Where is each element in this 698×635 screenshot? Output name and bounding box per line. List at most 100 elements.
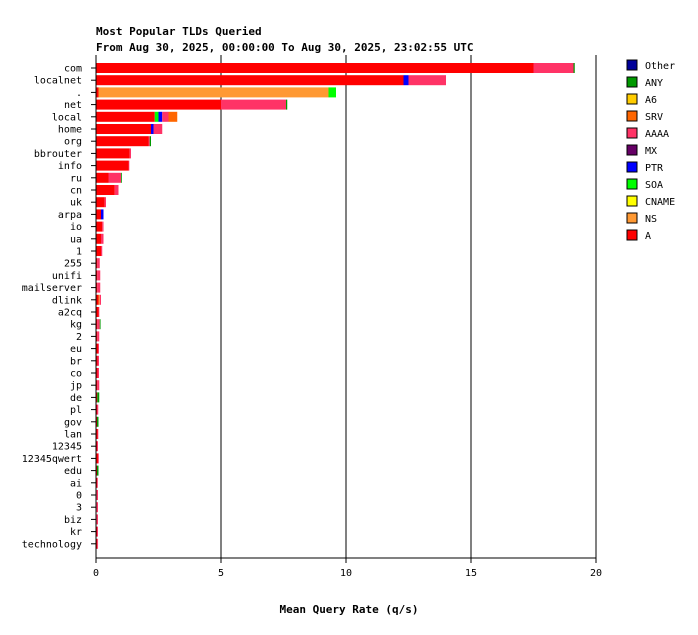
bar-net-ANY: [286, 99, 288, 110]
bar-arpa-PTR: [101, 209, 104, 220]
bar-de-A: [96, 392, 98, 403]
bar-pl-AAAA: [97, 404, 99, 415]
legend-label-NS: NS: [645, 214, 657, 225]
bar-local-SOA: [154, 111, 159, 122]
y-tick-label-jp: jp: [70, 381, 82, 392]
bar-mailserver-AAAA: [97, 282, 101, 293]
y-tick-label-lan: lan: [64, 430, 82, 441]
y-tick-label-gov: gov: [64, 417, 82, 428]
bar-home-AAAA: [153, 124, 163, 134]
legend-label-A6: A6: [645, 95, 657, 106]
bar-a2cq-AAAA: [98, 307, 100, 317]
bar-eu-AAAA: [98, 343, 99, 354]
y-tick-label-org: org: [64, 137, 82, 148]
legend-label-SOA: SOA: [645, 180, 663, 191]
bar-arpa-A: [96, 209, 101, 220]
bar-cn-A: [96, 185, 115, 195]
y-tick-label-kg: kg: [70, 320, 82, 331]
bar-info-AAAA: [128, 160, 130, 171]
legend-label-CNAME: CNAME: [645, 197, 675, 208]
bar-mailserver-A: [96, 282, 98, 293]
bar-kg-A: [96, 319, 98, 330]
bar-uk-A: [96, 197, 105, 208]
y-tick-label-co: co: [70, 369, 82, 380]
x-axis-label: Mean Query Rate (q/s): [0, 603, 698, 616]
bar-a2cq-A: [96, 307, 99, 317]
bar-2-AAAA: [97, 331, 100, 342]
bar-co-AAAA: [97, 368, 99, 378]
chart-title: Most Popular TLDs Queried: [96, 25, 262, 38]
bar-jp-A: [96, 380, 98, 391]
bar-255-AAAA: [97, 258, 100, 269]
y-tick-label-ru: ru: [70, 173, 82, 184]
y-tick-label-br: br: [70, 356, 82, 367]
bar-12345qwert-AAAA: [98, 453, 99, 464]
bar-de-ANY: [97, 392, 100, 403]
y-tick-label-mailserver: mailserver: [22, 283, 82, 294]
x-axis-label-text: Mean Query Rate (q/s): [279, 603, 419, 616]
legend-swatch-MX: [626, 144, 638, 156]
bar-1-A: [96, 246, 101, 256]
y-tick-label-dlink: dlink: [52, 295, 82, 306]
y-tick-label-255: 255: [64, 259, 82, 270]
bar-dlink-NS: [98, 294, 100, 305]
y-tick-label-cn: cn: [70, 186, 82, 197]
legend-label-Other: Other: [645, 61, 675, 72]
bar-lan-AAAA: [97, 429, 99, 439]
y-tick-label-localnet: localnet: [34, 76, 82, 87]
bar-org-A: [96, 136, 149, 147]
bar-co-A: [96, 368, 98, 378]
legend-label-SRV: SRV: [645, 112, 663, 123]
bar-localnet-AAAA: [408, 75, 446, 86]
bar-bbrouter-A: [96, 148, 130, 159]
bar-ua-A: [96, 233, 101, 244]
bar-.-A: [96, 87, 99, 98]
bar-com-AAAA: [533, 63, 574, 73]
bar-ru-AAAA: [108, 172, 121, 183]
bar-12345qwert-A: [96, 453, 98, 464]
y-tick-label-net: net: [64, 100, 82, 111]
bar-io-AAAA: [102, 221, 104, 232]
y-tick-label-ua: ua: [70, 234, 82, 245]
bar-ru-ANY: [121, 172, 122, 183]
y-tick-label-arpa: arpa: [58, 210, 82, 221]
legend-label-A: A: [645, 231, 651, 242]
y-tick-label-1: 1: [76, 247, 82, 258]
y-tick-label-info: info: [58, 161, 82, 172]
bar-.-SOA: [328, 87, 336, 98]
bars-layer: [96, 63, 575, 549]
y-tick-label-bbrouter: bbrouter: [34, 149, 82, 160]
bar-.-NS: [98, 87, 329, 98]
bar-dlink-A: [96, 294, 99, 305]
bar-io-A: [96, 221, 103, 232]
bar-cn-AAAA: [114, 185, 119, 195]
bar-kg-AAAA: [97, 319, 100, 330]
bar-local-A: [96, 111, 155, 122]
legend-label-PTR: PTR: [645, 163, 664, 174]
bar-2-A: [96, 331, 98, 342]
bar-eu-A: [96, 343, 98, 354]
bar-com-ANY: [573, 63, 575, 73]
bar-jp-AAAA: [97, 380, 100, 391]
bar-dlink-AAAA: [99, 294, 101, 305]
y-tick-label-technology: technology: [22, 539, 82, 550]
legend-swatch-Other: [626, 59, 638, 71]
legend-swatch-ANY: [626, 76, 638, 88]
bar-com-A: [96, 63, 534, 73]
y-tick-label-eu: eu: [70, 344, 82, 355]
bar-br-A: [96, 355, 98, 366]
legend-swatch-SRV: [626, 110, 638, 122]
x-tick-label-20: 20: [590, 568, 602, 579]
legend-label-AAAA: AAAA: [645, 129, 669, 140]
y-tick-label-12345qwert: 12345qwert: [22, 454, 82, 465]
bar-uk-AAAA: [104, 197, 106, 208]
legend-swatch-A: [626, 229, 638, 241]
legend-swatch-A6: [626, 93, 638, 105]
bar-edu-ANY: [97, 465, 99, 476]
bar-bbrouter-AAAA: [129, 148, 131, 159]
bar-local-AAAA: [162, 111, 169, 122]
bar-ua-AAAA: [101, 233, 104, 244]
bar-1-AAAA: [101, 246, 103, 256]
